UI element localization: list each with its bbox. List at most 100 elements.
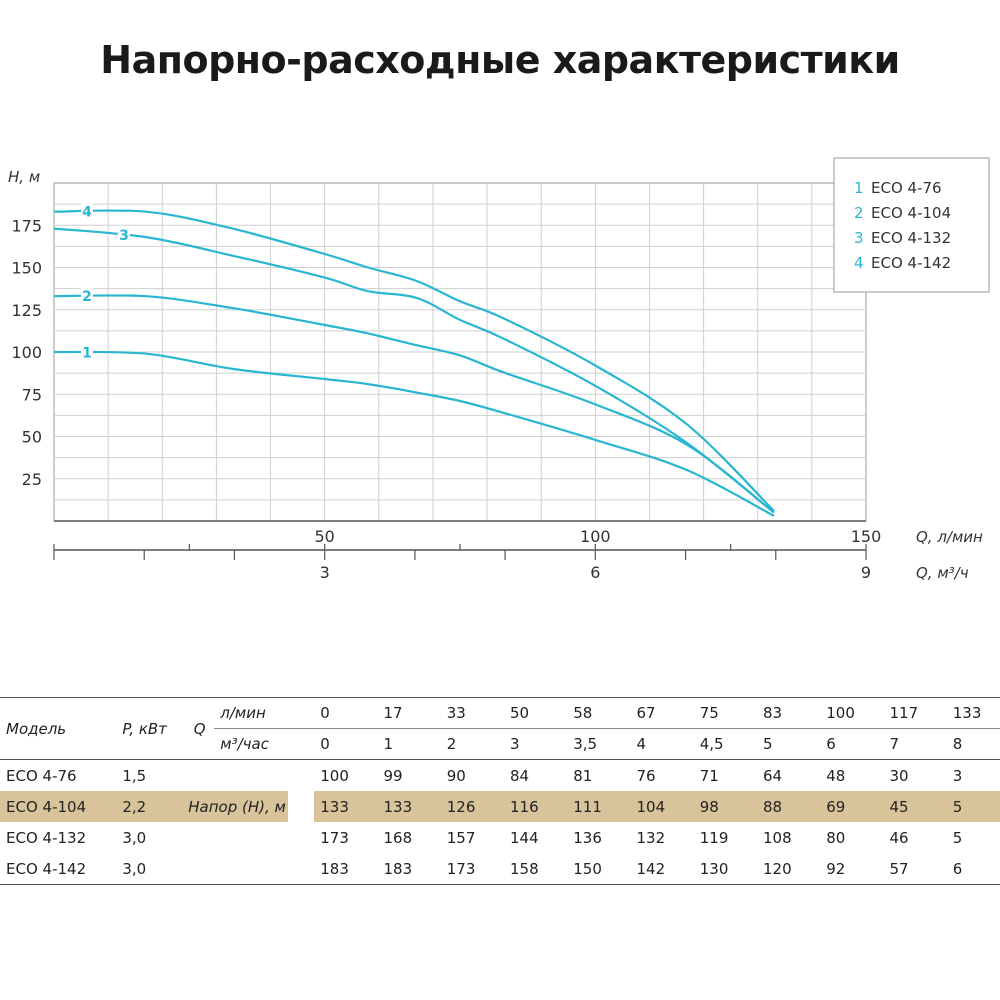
chart-title: Напорно-расходные характеристики [100,38,900,82]
curve-2 [53,294,775,514]
header-m3h-value: 7 [883,728,947,760]
row-value: 99 [377,759,441,791]
axes: 25 50 75 100 125 150 175 H, м 50 100 150 3 6 9 Q, л/ми… [8,168,983,582]
row-value: 130 [693,853,757,885]
row-value: 142 [630,853,694,885]
curve-label-bg [81,287,93,304]
header-m3h-value: 4 [630,728,694,760]
row-value: 136 [573,828,602,847]
row-value: 98 [693,791,757,822]
table-row: ECO 4-104 2,2 Напор (H), м 133 133 126 116 111 1… [0,791,1000,822]
curves: 1 2 3 4 [53,202,775,517]
row-value: 48 [820,759,884,791]
curve-label-bg [81,343,93,360]
row-value: 5 [952,828,963,847]
head-flow-chart: 25 50 75 100 125 150 175 H, м 50 100 150 3 6 9 Q, л/ми… [8,157,990,582]
y-tick-label: 25 [22,470,42,489]
y-tick-label: 175 [11,216,42,235]
legend-number: 2 [854,204,864,222]
header-lmin-value: 100 [820,697,884,729]
header-m3h-value: 4,5 [693,728,757,760]
row-value: 100 [314,759,378,791]
row-value: 144 [510,828,539,847]
legend-number: 4 [854,254,864,272]
row-value: 158 [504,853,568,885]
y-tick-label: 150 [11,259,42,278]
row-value: 57 [883,853,947,885]
row-value: 3 [946,759,1000,791]
x-tick-label-lmin: 50 [314,527,334,546]
legend-number: 3 [854,229,864,247]
row-value: 90 [440,759,504,791]
row-spacer [214,822,314,853]
legend-box [833,157,990,293]
x-tick-label-lmin: 100 [580,527,611,546]
y-tick-label: 75 [22,385,42,404]
y-tick-label: 125 [11,301,42,320]
row-value: 71 [693,759,757,791]
row-power: 1,5 [116,759,188,791]
header-m3h-value: 1 [377,728,441,760]
header-lmin-value: 75 [693,697,757,729]
row-model: ECO 4-76 [0,759,117,791]
row-value: 46 [889,828,909,847]
header-m3h-value: 5 [757,728,821,760]
header-unit-m3h: м³/час [214,728,315,760]
y-tick-label: 100 [11,343,42,362]
row-power: 3,0 [122,828,147,847]
row-spacer [214,853,315,885]
row-value: 173 [440,853,504,885]
header-lmin-value: 133 [946,697,1000,729]
x-tick-label-m3h: 3 [320,563,330,582]
header-unit-lmin: л/мин [214,697,315,729]
row-value: 133 [377,791,441,822]
table-row: ECO 4-142 3,0 183 183 173 158 150 142 130 120 92 57… [0,853,1000,885]
header-m3h-value: 2 [440,728,504,760]
header-lmin-value: 58 [567,697,631,729]
header-lmin-value: 83 [757,697,821,729]
legend-entry-label: ECO 4-132 [871,229,951,247]
row-value: 81 [567,759,631,791]
x-tick-label-m3h: 6 [590,563,600,582]
row-value: 116 [504,791,568,822]
row-value: 168 [383,828,413,847]
legend-entry-label: ECO 4-76 [871,179,942,197]
row-value: 45 [883,791,947,822]
row-spacer [187,853,215,885]
row-power: 3,0 [116,853,188,885]
header-lmin-value: 50 [504,697,568,729]
row-value: 120 [757,853,821,885]
row-value: 80 [826,828,846,847]
legend-number: 1 [854,179,864,197]
x-axis-label-m3h: Q, м³/ч [916,564,969,582]
row-value: 64 [757,759,821,791]
row-spacer [214,759,315,791]
row-value: 126 [440,791,504,822]
header-m3h-value: 6 [820,728,884,760]
row-model: ECO 4-132 [6,828,87,847]
row-value: 173 [320,828,349,847]
row-value: 150 [567,853,631,885]
row-value: 76 [630,759,694,791]
header-lmin-value: 117 [883,697,947,729]
table-row: ECO 4-132 3,0 173 168 157 144 136 132 119 108 80 46… [0,822,1000,853]
header-m3h-value: 3,5 [567,728,631,760]
row-value: 119 [699,828,729,847]
row-value: 92 [820,853,884,885]
curve-label-4: 4 [82,205,92,221]
row-value: 6 [946,853,1000,885]
header-lmin-value: 17 [377,697,441,729]
header-power: P, кВт [116,697,188,760]
row-power: 2,2 [116,791,188,822]
row-head-label: Напор (H), м [188,791,289,822]
row-value: 183 [377,853,441,885]
header-model: Модель [0,697,117,760]
row-model: ECO 4-142 [0,853,117,885]
curve-1 [53,350,775,517]
row-value: 30 [883,759,947,791]
table-row: ECO 4-76 1,5 100 99 90 84 81 76 71 64 48 30 3 [0,759,1000,791]
curve-3 [53,227,775,514]
x-tick-label-lmin: 150 [851,527,882,546]
x-tick-label-m3h: 9 [861,563,871,582]
